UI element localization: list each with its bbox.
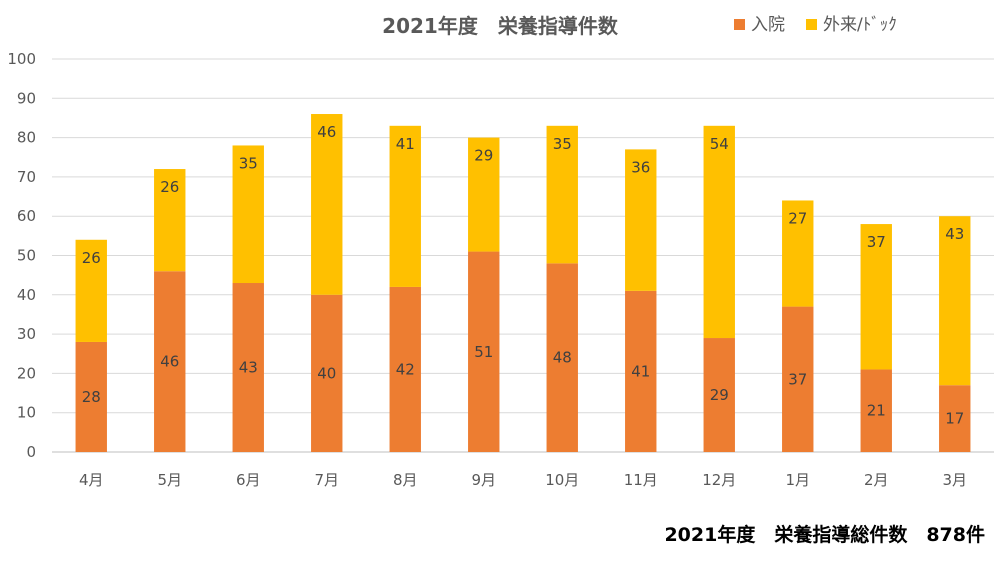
x-axis: 4月 5月 6月 7月 8月 9月 10月 11月 12月 1月 2月 3月 bbox=[79, 471, 967, 489]
data-label: 37 bbox=[788, 370, 807, 388]
chart-title: 2021年度 栄養指導件数 bbox=[382, 14, 619, 38]
data-label: 35 bbox=[553, 135, 572, 153]
data-label: 26 bbox=[82, 249, 101, 267]
data-label: 37 bbox=[867, 233, 886, 251]
bar-inpatient bbox=[389, 286, 421, 452]
data-label: 46 bbox=[317, 123, 336, 141]
data-label: 28 bbox=[82, 388, 101, 406]
stacked-bar-chart: 2021年度 栄養指導件数 入院 外来/ﾄﾞｯｸ 0 10 20 30 40 50 60 70 8… bbox=[7, 14, 994, 489]
data-label: 42 bbox=[396, 360, 415, 378]
bar-outpatient bbox=[232, 145, 264, 284]
bars: 28 26 46 26 43 35 40 46 42 41 51 29 48 35 41 36 29 54 37 27… bbox=[75, 114, 971, 452]
bar-inpatient bbox=[546, 263, 578, 452]
legend-swatch-outpatient bbox=[806, 19, 817, 30]
data-label: 46 bbox=[160, 353, 179, 371]
y-tick-label: 0 bbox=[26, 443, 36, 461]
data-label: 41 bbox=[396, 135, 415, 153]
bar-inpatient bbox=[703, 338, 735, 452]
bar-outpatient bbox=[939, 216, 971, 386]
data-label: 54 bbox=[710, 135, 729, 153]
total-summary: 2021年度 栄養指導総件数 878件 bbox=[664, 524, 985, 546]
bar-inpatient bbox=[782, 306, 814, 452]
bar-outpatient bbox=[860, 224, 892, 370]
data-label: 43 bbox=[239, 359, 258, 377]
x-tick-label: 1月 bbox=[785, 471, 810, 489]
bar-outpatient bbox=[154, 169, 186, 272]
x-tick-label: 6月 bbox=[236, 471, 261, 489]
legend-label-outpatient: 外来/ﾄﾞｯｸ bbox=[823, 15, 897, 35]
y-tick-label: 50 bbox=[17, 247, 36, 265]
x-tick-label: 2月 bbox=[864, 471, 889, 489]
data-label: 27 bbox=[788, 209, 807, 227]
bar-outpatient bbox=[468, 137, 500, 252]
x-tick-label: 4月 bbox=[79, 471, 104, 489]
data-label: 29 bbox=[710, 386, 729, 404]
y-tick-label: 10 bbox=[17, 404, 36, 422]
y-tick-label: 60 bbox=[17, 207, 36, 225]
bar-inpatient bbox=[232, 283, 264, 452]
x-tick-label: 12月 bbox=[702, 471, 736, 489]
bar-outpatient bbox=[311, 114, 343, 295]
bar-inpatient bbox=[311, 294, 343, 452]
data-label: 21 bbox=[867, 402, 886, 420]
data-label: 26 bbox=[160, 178, 179, 196]
legend-label-inpatient: 入院 bbox=[751, 15, 785, 35]
x-tick-label: 11月 bbox=[624, 471, 658, 489]
bar-inpatient bbox=[625, 290, 657, 452]
data-label: 51 bbox=[474, 343, 493, 361]
bar-inpatient bbox=[939, 385, 971, 452]
bar-inpatient bbox=[75, 341, 107, 452]
gridlines bbox=[52, 58, 994, 453]
data-label: 43 bbox=[945, 225, 964, 243]
data-label: 40 bbox=[317, 364, 336, 382]
bar-outpatient bbox=[546, 125, 578, 264]
legend-swatch-inpatient bbox=[734, 19, 745, 30]
bar-inpatient bbox=[154, 271, 186, 452]
data-label: 17 bbox=[945, 410, 964, 428]
y-axis: 0 10 20 30 40 50 60 70 80 90 100 bbox=[7, 50, 36, 461]
bar-outpatient bbox=[389, 125, 421, 287]
x-tick-label: 10月 bbox=[545, 471, 579, 489]
x-tick-label: 5月 bbox=[157, 471, 182, 489]
data-label: 48 bbox=[553, 349, 572, 367]
x-tick-label: 3月 bbox=[942, 471, 967, 489]
bar-outpatient bbox=[703, 125, 735, 339]
bar-inpatient bbox=[860, 369, 892, 452]
data-label: 36 bbox=[631, 158, 650, 176]
legend: 入院 外来/ﾄﾞｯｸ bbox=[734, 15, 897, 35]
y-tick-label: 30 bbox=[17, 325, 36, 343]
y-tick-label: 90 bbox=[17, 89, 36, 107]
x-tick-label: 7月 bbox=[314, 471, 339, 489]
y-tick-label: 70 bbox=[17, 168, 36, 186]
x-tick-label: 9月 bbox=[471, 471, 496, 489]
data-label: 29 bbox=[474, 147, 493, 165]
y-tick-label: 20 bbox=[17, 364, 36, 382]
data-label: 41 bbox=[631, 362, 650, 380]
y-tick-label: 80 bbox=[17, 129, 36, 147]
data-label: 35 bbox=[239, 154, 258, 172]
bar-outpatient bbox=[75, 239, 107, 342]
x-tick-label: 8月 bbox=[393, 471, 418, 489]
y-tick-label: 100 bbox=[7, 50, 36, 68]
bar-outpatient bbox=[625, 149, 657, 291]
bar-inpatient bbox=[468, 251, 500, 452]
y-tick-label: 40 bbox=[17, 286, 36, 304]
bar-outpatient bbox=[782, 200, 814, 307]
